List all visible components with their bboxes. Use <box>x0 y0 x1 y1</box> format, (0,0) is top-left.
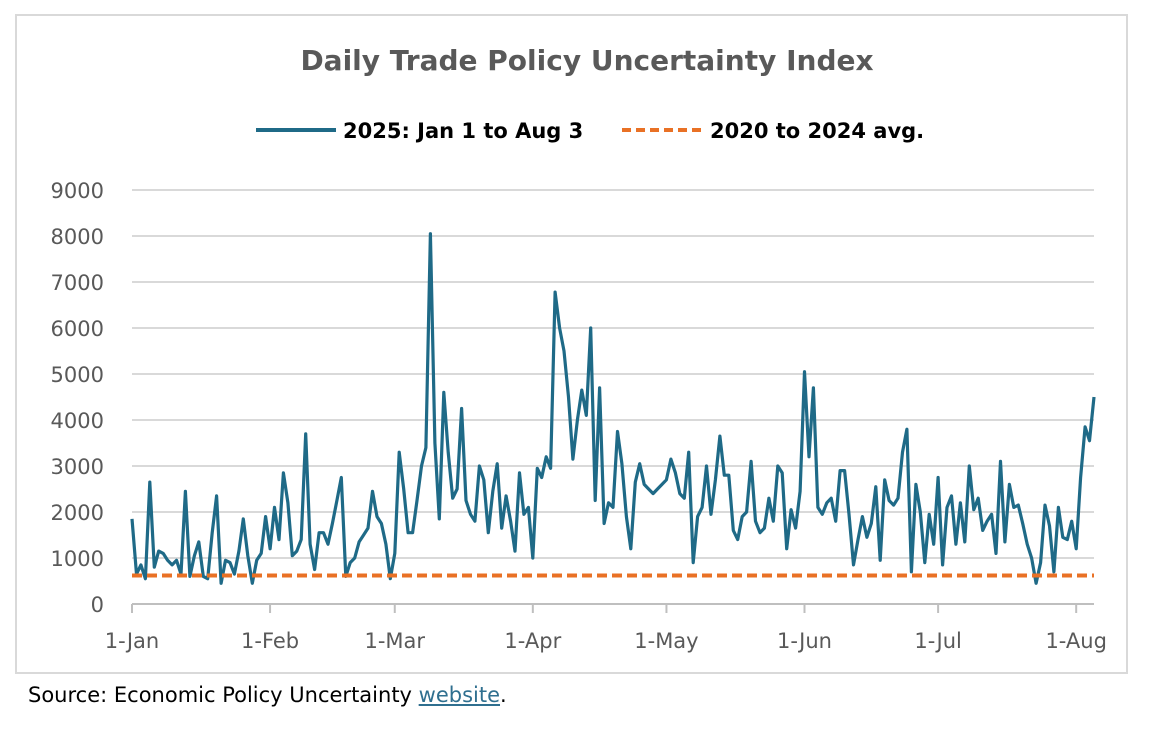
source-suffix: . <box>500 683 507 707</box>
y-axis-ticks: 0 1000 2000 3000 4000 5000 6000 7000 8000 9000 <box>51 179 104 617</box>
x-tick-label: 1-Feb <box>241 629 299 653</box>
y-tick-label: 7000 <box>51 271 104 295</box>
series-layer <box>130 232 1096 585</box>
legend-label: 2025: Jan 1 to Aug 3 <box>343 119 583 143</box>
y-tick-label: 4000 <box>51 409 104 433</box>
y-tick-label: 6000 <box>51 317 104 341</box>
x-tick-label: 1-Jan <box>105 629 159 653</box>
source-link[interactable]: website <box>418 683 501 707</box>
y-tick-label: 3000 <box>51 455 104 479</box>
y-tick-label: 5000 <box>51 363 104 387</box>
x-axis: 1-Jan 1-Feb 1-Mar 1-Apr 1-May 1-Jun 1-Jul 1-Aug <box>105 603 1107 653</box>
series-line-2025 <box>130 232 1096 585</box>
grid-lines <box>132 189 1094 559</box>
x-tick-label: 1-Apr <box>504 629 561 653</box>
source-prefix: Source: Economic Policy Uncertainty <box>28 683 419 707</box>
x-tick-label: 1-Jul <box>914 629 961 653</box>
y-tick-label: 9000 <box>51 179 104 203</box>
x-tick-label: 1-Aug <box>1045 629 1106 653</box>
x-tick-label: 1-Jun <box>777 629 832 653</box>
x-tick-label: 1-May <box>634 629 698 653</box>
y-tick-label: 8000 <box>51 225 104 249</box>
chart-title: Daily Trade Policy Uncertainty Index <box>300 44 874 77</box>
y-tick-label: 1000 <box>51 547 104 571</box>
legend: 2025: Jan 1 to Aug 3 2020 to 2024 avg. <box>256 119 924 143</box>
x-tick-label: 1-Mar <box>364 629 425 653</box>
legend-label: 2020 to 2024 avg. <box>710 119 924 143</box>
source-note: Source: Economic Policy Uncertainty webs… <box>28 683 507 707</box>
y-tick-label: 0 <box>91 593 104 617</box>
y-tick-label: 2000 <box>51 501 104 525</box>
